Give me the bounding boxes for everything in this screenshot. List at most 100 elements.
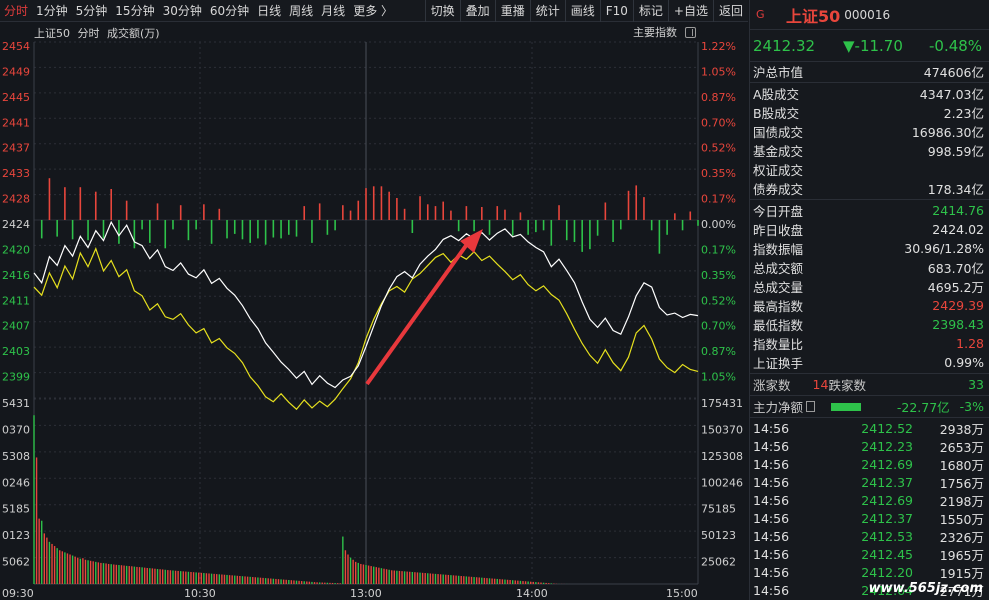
toolbar-action-4[interactable]: 画线 [564, 0, 600, 22]
panel-toggle-icon[interactable] [685, 26, 696, 38]
index-stat-label: 今日开盘 [753, 204, 804, 219]
chart-canvas[interactable]: 2454 2449 2445 2441 2437 2433 2428 2424 2420 2416… [0, 22, 748, 600]
main-indicator-label: 主要指数 [633, 26, 677, 39]
advance-count: 14 [812, 377, 829, 392]
tick-row[interactable]: 14:56 2412.37 1756万 [750, 473, 989, 491]
tick-volume: 2938万 [939, 421, 984, 437]
period-tab-4[interactable]: 30分钟 [162, 3, 202, 18]
volume-tick-label: 0246 [2, 476, 30, 489]
price-tick-label: 2420 [2, 243, 30, 256]
turnover-value: 178.34亿 [927, 182, 984, 197]
tick-row[interactable]: 14:56 2412.53 2326万 [750, 527, 989, 545]
tick-time: 14:56 [753, 456, 790, 472]
market-marker: G [756, 8, 765, 21]
last-price: 2412.32 [753, 36, 816, 55]
period-tab-2[interactable]: 5分钟 [75, 3, 108, 18]
volume-tick-label: 0123 [2, 529, 30, 542]
market-cap-value: 474606亿 [923, 65, 984, 80]
intraday-chart[interactable]: 2454 2449 2445 2441 2437 2433 2428 2424 2420 2416… [0, 22, 748, 600]
tick-time: 14:56 [753, 582, 790, 598]
period-tab-0[interactable]: 分时 [4, 3, 29, 18]
tick-volume: 1550万 [939, 511, 984, 527]
period-tab-8[interactable]: 月线 [321, 3, 346, 18]
tick-row[interactable]: 14:56 2412.20 1915万 [750, 563, 989, 581]
tick-price: 2412.53 [861, 528, 913, 544]
tick-time: 14:56 [753, 528, 790, 544]
index-code: 000016 [844, 7, 891, 22]
document-icon[interactable] [806, 401, 816, 412]
turnover-label: B股成交 [753, 106, 800, 121]
market-cap-label: 沪总市值 [753, 65, 804, 80]
volume-tick-label: 125308 [701, 450, 743, 463]
tick-row[interactable]: 14:56 2412.69 1680万 [750, 455, 989, 473]
tick-volume: 2771万 [939, 583, 984, 599]
pct-tick-label: 0.87% [701, 345, 736, 358]
index-price-line [33, 220, 699, 389]
period-tab-5[interactable]: 60分钟 [209, 3, 250, 18]
tick-row[interactable]: 14:56 2412.45 1965万 [750, 545, 989, 563]
turnover-label: A股成交 [753, 87, 800, 102]
index-stat-value: 683.70亿 [927, 261, 984, 276]
volume-tick-label: 150370 [701, 423, 743, 436]
index-stat-row-3: 总成交额 683.70亿 [750, 258, 989, 277]
tick-row[interactable]: 14:56 2412.37 1550万 [750, 509, 989, 527]
main-force-flow-row[interactable]: 主力净额 -22.77亿 -3% [750, 397, 989, 416]
tick-volume: 2198万 [939, 493, 984, 509]
tick-row[interactable]: 14:56 2412.52 2938万 [750, 419, 989, 437]
pct-tick-label: 1.05% [701, 65, 736, 78]
toolbar-action-5[interactable]: F10 [599, 0, 633, 22]
toolbar-action-3[interactable]: 统计 [529, 0, 565, 22]
index-stat-label: 昨日收盘 [753, 223, 804, 238]
chart-header: 上证50 分时 成交额(万) [34, 25, 164, 41]
price-tick-label: 2399 [2, 371, 30, 384]
index-stat-row-0: 今日开盘 2414.76 [750, 201, 989, 220]
advance-label: 涨家数 [753, 378, 791, 393]
tick-price: 2412.23 [861, 438, 913, 454]
toolbar-action-7[interactable]: +自选 [667, 0, 713, 22]
price-tick-label: 2433 [2, 167, 30, 180]
toolbar-action-2[interactable]: 重播 [494, 0, 530, 22]
market-cap-row-0: 沪总市值 474606亿 [750, 62, 989, 81]
period-tab-1[interactable]: 1分钟 [36, 3, 68, 18]
time-tick-label: 14:00 [516, 587, 548, 600]
index-stat-row-2: 指数振幅 30.96/1.28% [750, 239, 989, 258]
tick-price: 2412.45 [861, 546, 913, 562]
main-indicator-toggle[interactable]: 主要指数 [633, 24, 696, 40]
price-tick-label: 2454 [2, 40, 30, 53]
period-tab-7[interactable]: 周线 [289, 3, 314, 18]
tick-time: 14:56 [753, 564, 790, 580]
price-tick-label: 2437 [2, 142, 30, 155]
index-stat-label: 上证换手 [753, 356, 804, 371]
index-stat-value: 2429.39 [932, 298, 984, 313]
pct-tick-label: 0.17% [701, 243, 736, 256]
volume-tick-label: 100246 [701, 476, 743, 489]
volume-tick-label: 0370 [2, 423, 30, 436]
index-stat-row-1: 昨日收盘 2424.02 [750, 220, 989, 239]
tick-price: 2412.69 [861, 456, 913, 472]
period-tab-3[interactable]: 15分钟 [115, 3, 155, 18]
tick-volume: 2326万 [939, 529, 984, 545]
tick-time: 14:56 [753, 492, 790, 508]
turnover-value: 2.23亿 [943, 106, 984, 121]
toolbar-action-1[interactable]: 叠加 [459, 0, 495, 22]
index-stat-value: 2398.43 [932, 317, 984, 332]
annotation-arrow-head [460, 229, 483, 253]
toolbar-action-8[interactable]: 返回 [712, 0, 748, 22]
tick-row[interactable]: 14:56 2412.64 2771万 [750, 581, 989, 599]
tick-row[interactable]: 14:56 2412.69 2198万 [750, 491, 989, 509]
turnover-value: 998.59亿 [927, 144, 984, 159]
tick-list[interactable]: 14:56 2412.52 2938万 14:56 2412.23 2653万 14:56 2… [750, 419, 989, 599]
period-tab-6[interactable]: 日线 [257, 3, 282, 18]
decline-count: 33 [968, 377, 984, 392]
tick-price: 2412.52 [861, 420, 913, 436]
volume-tick-label: 5308 [2, 450, 30, 463]
toolbar-action-0[interactable]: 切换 [424, 0, 460, 22]
toolbar-action-6[interactable]: 标记 [632, 0, 668, 22]
tick-row[interactable]: 14:56 2412.23 2653万 [750, 437, 989, 455]
index-stat-label: 总成交额 [753, 261, 804, 276]
period-tab-9[interactable]: 更多 〉 [353, 3, 394, 18]
price-tick-label: 2449 [2, 65, 30, 78]
turnover-value: 16986.30亿 [911, 125, 984, 140]
flow-amount: -22.77亿 [896, 400, 950, 415]
tick-time: 14:56 [753, 510, 790, 526]
